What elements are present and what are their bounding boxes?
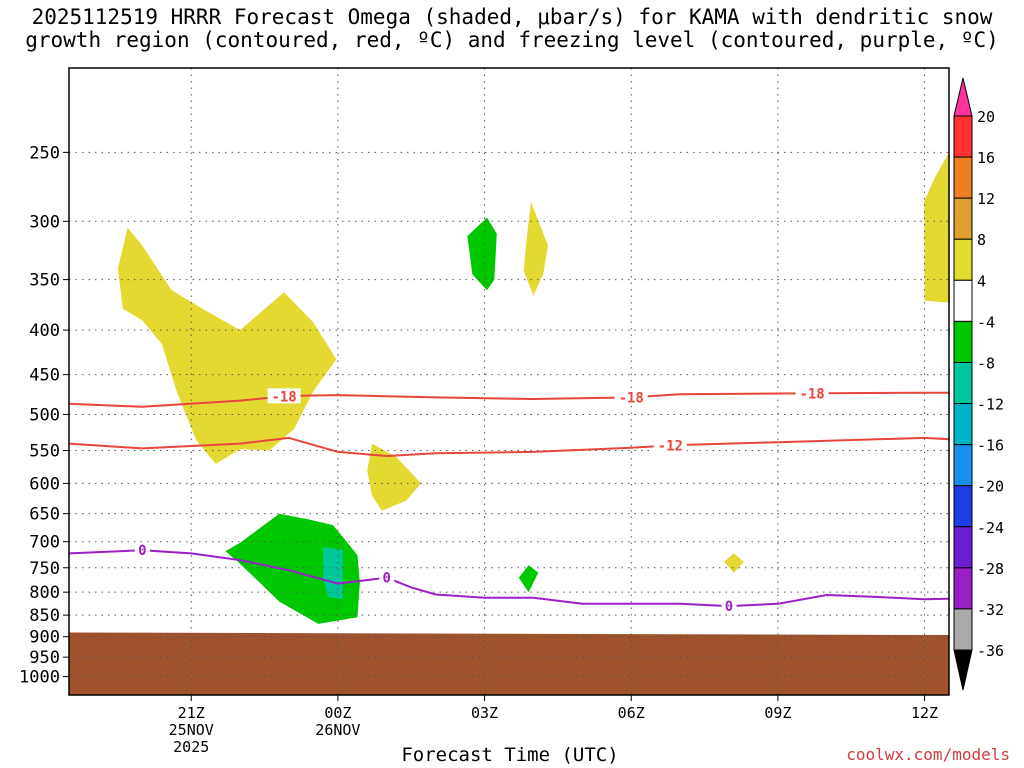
x-tick-label: 26NOV [315,721,360,739]
colorbar-segment [953,444,973,487]
omega-shading-layer [117,152,949,624]
plot-frame [68,67,950,696]
colorbar-label: 8 [977,231,986,249]
colorbar-segment [953,279,973,322]
contour-label: -12 [658,439,683,455]
omega-shade-region [724,553,744,573]
colorbar-label: -28 [977,560,1004,578]
contour-line [69,549,949,608]
colorbar-segment [953,567,973,610]
y-tick-label: 600 [29,474,60,494]
contour-label: -18 [619,390,644,406]
y-tick-label: 700 [29,533,60,553]
contour-label: 0 [725,599,733,615]
colorbar: 20 16 12 8 4 -4 -8 -12 -16 -20 -24 -28 -32 -36 [953,77,1004,691]
title-line-2: growth region (contoured, red, ºC) and f… [25,28,999,52]
y-tick-label: 650 [29,505,60,525]
title-line-1: 2025112519 HRRR Forecast Omega (shaded, … [31,5,993,29]
ground-area [69,632,949,695]
omega-shade-region [523,201,549,296]
ground-layer [69,632,949,695]
colorbar-top-arrow [953,77,973,117]
y-tick-label: 750 [29,559,60,579]
colorbar-label: 12 [977,190,995,208]
colorbar-segment [953,403,973,446]
colorbar-segment [953,526,973,569]
colorbar-bottom-arrow [953,649,973,691]
x-tick-label: 00Z [324,704,351,722]
x-tick-label: 2025 [173,738,209,756]
omega-shade-region [367,443,421,511]
colorbar-label: -24 [977,519,1004,537]
omega-shade-region [117,227,337,464]
colorbar-segment [953,197,973,240]
colorbar-label: -4 [977,313,995,331]
y-tick-label: 800 [29,583,60,603]
contour-label: 0 [383,571,391,587]
x-tick-label: 12Z [911,704,938,722]
y-tick-label: 350 [29,271,60,291]
omega-shade-region [225,513,360,624]
contour-label-bg [267,388,301,404]
contour-label-bg [379,569,395,585]
colorbar-segment [953,608,973,651]
contour-label-bg [134,542,150,558]
colorbar-segment [953,320,973,363]
colorbar-label: -36 [977,642,1004,660]
colorbar-segment [953,115,973,158]
y-tick-label: 1000 [19,668,60,688]
colorbar-label: 16 [977,149,995,167]
y-tick-label: 900 [29,628,60,648]
y-tick-label: 250 [29,143,60,163]
x-tick-label: 25NOV [169,721,214,739]
credit-text: coolwx.com/models [846,745,1010,764]
colorbar-label: -8 [977,354,995,372]
contour-label-bg [721,598,737,614]
contour-label-bg [795,385,829,401]
contour-label: -18 [799,386,824,402]
y-axis: 2503003504004505005506006507007508008509… [19,143,69,688]
omega-shade-region [518,565,539,593]
colorbar-segment [953,485,973,528]
chart-title: 2025112519 HRRR Forecast Omega (shaded, … [0,6,1024,52]
colorbar-label: 20 [977,108,995,126]
contour-label: -18 [271,389,296,405]
colorbar-segment [953,361,973,405]
omega-shade-region [924,152,949,303]
colorbar-label: -20 [977,478,1004,496]
y-tick-label: 400 [29,321,60,341]
omega-shade-region [323,547,343,600]
contour-label: 0 [138,543,146,559]
contour-label-bg [614,389,648,405]
colorbar-label: 4 [977,272,986,290]
x-tick-label: 03Z [471,704,498,722]
colorbar-label: -32 [977,601,1004,619]
y-tick-label: 450 [29,366,60,386]
y-tick-label: 950 [29,648,60,668]
contour-label-bg [653,437,687,453]
contour-line [69,436,949,457]
colorbar-label: -16 [977,437,1004,455]
colorbar-segment [953,238,973,281]
y-tick-label: 850 [29,606,60,626]
x-tick-label: 21Z [178,704,205,722]
y-tick-label: 300 [29,212,60,232]
colorbar-segment [953,156,973,199]
x-axis-label: Forecast Time (UTC) [401,744,619,766]
x-tick-label: 09Z [764,704,791,722]
contour-layer: -18 -18 -18 -12 0 0 0 [69,385,949,615]
grid-layer [69,68,949,695]
x-tick-label: 06Z [618,704,645,722]
y-tick-label: 550 [29,442,60,462]
y-tick-label: 500 [29,405,60,425]
omega-shade-region [467,217,497,291]
colorbar-label: -12 [977,396,1004,414]
